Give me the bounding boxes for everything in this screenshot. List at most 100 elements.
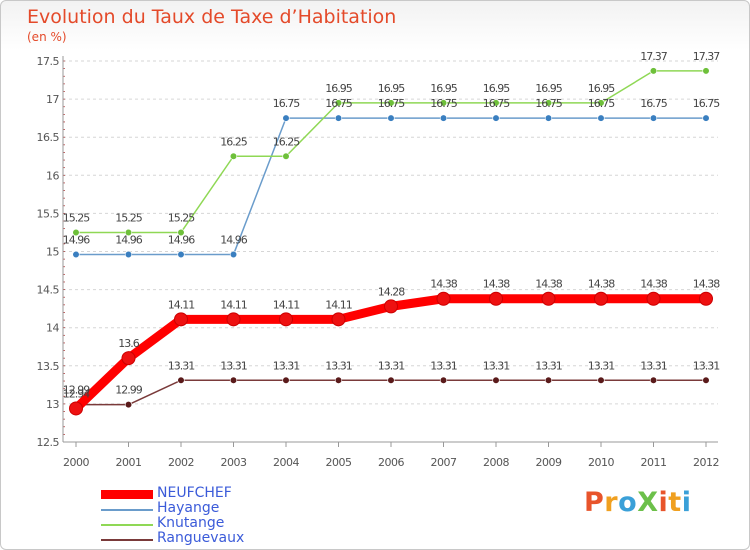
data-label: 16.95 [535, 82, 562, 95]
x-tick-label: 2000 [63, 456, 89, 469]
data-point [72, 250, 80, 259]
data-label: 15.25 [63, 211, 90, 224]
data-point [649, 376, 658, 384]
data-label: 16.75 [325, 97, 352, 110]
data-label: 14.38 [693, 278, 720, 291]
data-label: 16.95 [483, 82, 510, 95]
x-tick-label: 2002 [168, 456, 194, 469]
x-tick-label: 2009 [536, 456, 562, 469]
data-label: 16.25 [273, 135, 300, 148]
data-label: 14.96 [115, 234, 142, 247]
data-label: 12.94 [63, 387, 90, 400]
data-point [174, 312, 188, 327]
data-label: 14.96 [63, 234, 90, 247]
data-label: 14.38 [430, 278, 457, 291]
data-point [439, 99, 448, 107]
data-label: 14.38 [640, 278, 667, 291]
data-point [124, 401, 133, 409]
data-label: 13.31 [168, 359, 195, 372]
data-label: 16.75 [588, 97, 615, 110]
data-point [544, 99, 553, 107]
logo-letter: r [604, 487, 619, 518]
chart-subtitle: (en %) [27, 30, 67, 44]
data-label: 14.38 [535, 278, 562, 291]
legend-label: Ranguevaux [157, 530, 245, 546]
y-tick-label: 13 [46, 398, 59, 411]
x-tick-label: 2008 [483, 456, 509, 469]
legend-label: Hayange [157, 500, 220, 516]
y-tick-label: 15 [46, 246, 59, 259]
data-point [646, 291, 661, 306]
data-label: 16.75 [640, 97, 667, 110]
data-point [72, 228, 80, 237]
legend-swatch [101, 490, 153, 499]
data-point [649, 67, 658, 75]
data-point [282, 114, 290, 122]
data-point [177, 228, 185, 237]
data-point [384, 299, 398, 314]
data-label: 14.28 [378, 285, 405, 298]
data-point [121, 351, 136, 366]
y-tick-label: 13.5 [37, 360, 60, 373]
data-label: 13.31 [640, 359, 667, 372]
x-tick-label: 2007 [431, 456, 457, 469]
x-tick-label: 2005 [326, 456, 352, 469]
data-point [229, 250, 238, 259]
data-point [334, 114, 343, 122]
data-label: 17.37 [640, 50, 667, 63]
data-label: 14.38 [588, 278, 615, 291]
data-label: 14.11 [325, 298, 352, 311]
x-tick-label: 2001 [116, 456, 142, 469]
data-label: 16.75 [273, 97, 300, 110]
data-label: 16.75 [430, 97, 457, 110]
data-point [649, 114, 658, 122]
data-label: 16.95 [325, 82, 352, 95]
data-point [597, 376, 605, 384]
data-point [387, 99, 395, 107]
data-label: 16.95 [588, 82, 615, 95]
data-label: 16.75 [483, 97, 510, 110]
data-label: 13.31 [693, 359, 720, 372]
data-label: 16.25 [220, 135, 247, 148]
data-label: 13.31 [535, 359, 562, 372]
series-line-ranguevaux [75, 379, 707, 406]
logo-letter: o [618, 487, 638, 518]
data-point [439, 376, 448, 384]
data-point [702, 67, 710, 75]
data-label: 13.31 [588, 359, 615, 372]
data-point [702, 376, 710, 384]
data-point [544, 376, 553, 384]
legend-label: NEUFCHEF [157, 485, 232, 501]
data-point [699, 291, 713, 306]
series-line-knutange [75, 70, 707, 234]
y-tick-label: 17 [46, 93, 59, 106]
data-point [597, 99, 605, 107]
data-point [282, 152, 290, 160]
y-tick-label: 12.5 [37, 436, 60, 449]
data-point [177, 376, 185, 384]
data-label: 13.31 [483, 359, 510, 372]
logo-letter: t [668, 487, 682, 518]
y-tick-label: 14.5 [37, 284, 60, 297]
legend-swatch [101, 524, 153, 526]
proxiti-logo: ProXiti [584, 487, 691, 518]
x-tick-label: 2012 [693, 456, 719, 469]
y-tick-label: 15.5 [37, 207, 60, 220]
data-point [492, 114, 500, 122]
data-point [387, 114, 395, 122]
data-point [489, 291, 503, 306]
data-point [229, 152, 238, 160]
x-tick-label: 2010 [588, 456, 614, 469]
data-point [439, 114, 448, 122]
logo-letter: P [584, 487, 605, 518]
data-label: 14.11 [168, 298, 195, 311]
y-tick-label: 17.5 [37, 55, 60, 68]
data-point [702, 114, 710, 122]
data-label: 16.95 [378, 82, 405, 95]
data-label: 13.31 [378, 359, 405, 372]
logo-letter: X [637, 487, 659, 518]
data-label: 13.31 [220, 359, 247, 372]
data-label: 12.99 [63, 384, 90, 397]
data-label: 14.96 [220, 234, 247, 247]
